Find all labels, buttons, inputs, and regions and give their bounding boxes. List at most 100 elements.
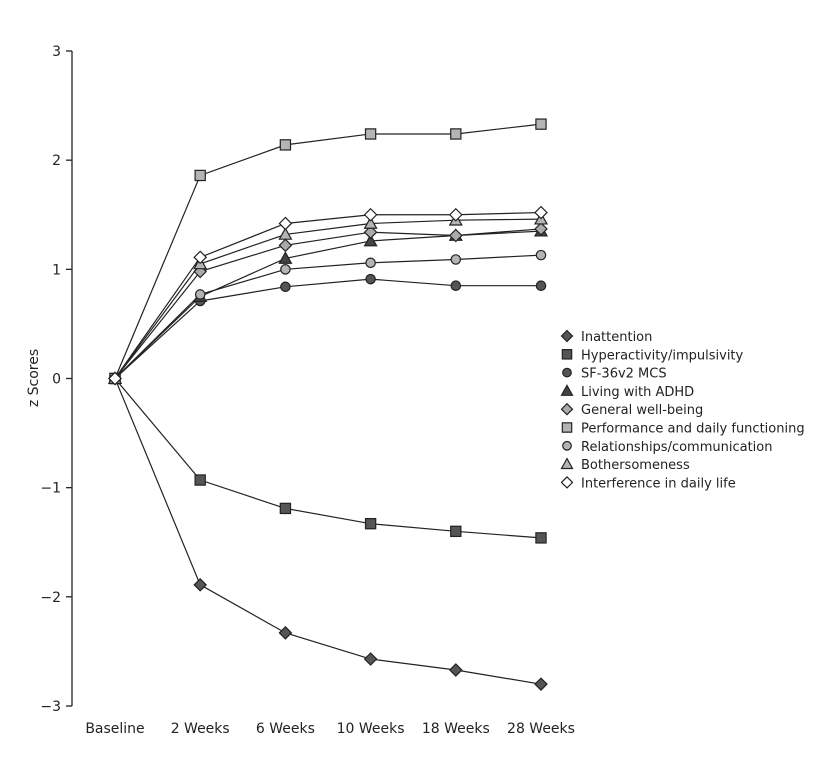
x-tick-label: 6 Weeks bbox=[256, 721, 315, 737]
data-point bbox=[534, 677, 548, 692]
legend-marker bbox=[560, 329, 574, 343]
legend-item: Inattention bbox=[560, 329, 652, 345]
series-0 bbox=[108, 371, 548, 692]
data-point bbox=[535, 280, 547, 291]
legend-marker bbox=[561, 349, 573, 360]
data-point bbox=[194, 169, 206, 182]
legend-marker bbox=[560, 457, 574, 470]
y-axis-title: z Scores bbox=[26, 349, 42, 407]
series-5 bbox=[109, 118, 547, 385]
legend-marker bbox=[560, 476, 574, 489]
series-group bbox=[107, 118, 549, 692]
series-4 bbox=[108, 222, 548, 386]
series-8 bbox=[108, 205, 548, 386]
y-tick-label: 0 bbox=[52, 372, 61, 388]
data-point bbox=[448, 228, 463, 243]
data-point bbox=[450, 254, 462, 265]
data-point bbox=[364, 517, 377, 530]
data-point bbox=[108, 371, 122, 386]
x-tick-label: 10 Weeks bbox=[337, 721, 405, 737]
series-line bbox=[114, 228, 542, 379]
data-point bbox=[278, 251, 293, 264]
legend-label: General well-being bbox=[581, 403, 703, 418]
legend-label: Interference in daily life bbox=[581, 476, 736, 491]
data-point bbox=[279, 139, 292, 151]
data-point bbox=[278, 227, 293, 240]
data-point bbox=[279, 502, 292, 515]
data-point bbox=[193, 577, 208, 592]
series-line bbox=[114, 378, 542, 539]
series-line bbox=[114, 123, 542, 379]
data-point bbox=[448, 207, 463, 222]
series-line bbox=[114, 218, 542, 379]
legend-item: Interference in daily life bbox=[560, 476, 736, 491]
legend-label: Relationships/communication bbox=[581, 440, 773, 455]
legend-item: Bothersomeness bbox=[560, 457, 690, 473]
legend-marker bbox=[562, 367, 572, 378]
legend-marker bbox=[560, 384, 574, 396]
legend-marker bbox=[560, 402, 574, 416]
y-tick-label: −1 bbox=[40, 481, 61, 497]
data-point bbox=[193, 250, 208, 265]
data-point bbox=[535, 249, 547, 261]
data-point bbox=[364, 128, 377, 140]
series-line bbox=[114, 211, 542, 379]
legend-label: Performance and daily functioning bbox=[581, 422, 805, 437]
legend-item: Living with ADHD bbox=[560, 384, 694, 400]
data-point bbox=[534, 205, 548, 220]
legend-item: General well-being bbox=[560, 402, 703, 418]
legend-label: Bothersomeness bbox=[581, 458, 690, 473]
data-point bbox=[448, 663, 463, 677]
data-point bbox=[450, 525, 462, 538]
series-line bbox=[114, 230, 542, 379]
data-point bbox=[278, 216, 293, 231]
legend-label: SF-36v2 MCS bbox=[581, 367, 667, 382]
data-point bbox=[365, 273, 376, 285]
data-point bbox=[363, 216, 378, 229]
data-point bbox=[535, 532, 547, 544]
legend-item: Relationships/communication bbox=[562, 440, 773, 455]
legend-item: SF-36v2 MCS bbox=[562, 367, 667, 382]
data-point bbox=[535, 118, 547, 130]
legend-item: Hyperactivity/impulsivity bbox=[561, 348, 744, 363]
y-tick-label: 1 bbox=[52, 262, 61, 278]
legend-label: Hyperactivity/impulsivity bbox=[581, 348, 744, 363]
data-point bbox=[194, 474, 206, 486]
series-line bbox=[114, 278, 541, 379]
legend-marker bbox=[561, 422, 573, 433]
series-6 bbox=[109, 249, 547, 384]
data-point bbox=[365, 257, 376, 269]
data-point bbox=[363, 225, 378, 240]
legend: Inattention Hyperactivity/impulsivity SF-3… bbox=[560, 329, 805, 491]
axes: 3 2 1 0 −1 −2 −3 Baseline 2 Weeks 6 Weeks 10 Weeks… bbox=[40, 44, 575, 737]
legend-item: Performance and daily functioning bbox=[561, 422, 805, 437]
y-tick-label: −3 bbox=[40, 699, 61, 715]
data-point bbox=[194, 289, 206, 300]
y-tick-label: 2 bbox=[52, 153, 61, 169]
data-point bbox=[278, 626, 293, 640]
data-point bbox=[534, 222, 548, 236]
data-point bbox=[450, 280, 462, 291]
legend-label: Living with ADHD bbox=[581, 385, 694, 400]
series-line bbox=[114, 254, 542, 379]
x-tick-label: Baseline bbox=[85, 721, 144, 737]
y-tick-label: −2 bbox=[40, 590, 61, 606]
series-2 bbox=[109, 273, 547, 384]
data-point bbox=[280, 264, 291, 275]
data-point bbox=[363, 652, 378, 666]
x-tick-label: 18 Weeks bbox=[422, 721, 490, 737]
y-tick-label: 3 bbox=[52, 44, 61, 60]
x-tick-label: 28 Weeks bbox=[507, 721, 575, 737]
data-point bbox=[280, 281, 291, 293]
data-point bbox=[278, 238, 293, 253]
legend-marker bbox=[562, 440, 572, 451]
series-line bbox=[114, 378, 542, 685]
x-tick-label: 2 Weeks bbox=[171, 721, 230, 737]
data-point bbox=[363, 207, 378, 222]
data-point bbox=[363, 233, 378, 247]
data-point bbox=[450, 128, 462, 140]
series-1 bbox=[109, 372, 547, 544]
legend-label: Inattention bbox=[581, 330, 652, 345]
